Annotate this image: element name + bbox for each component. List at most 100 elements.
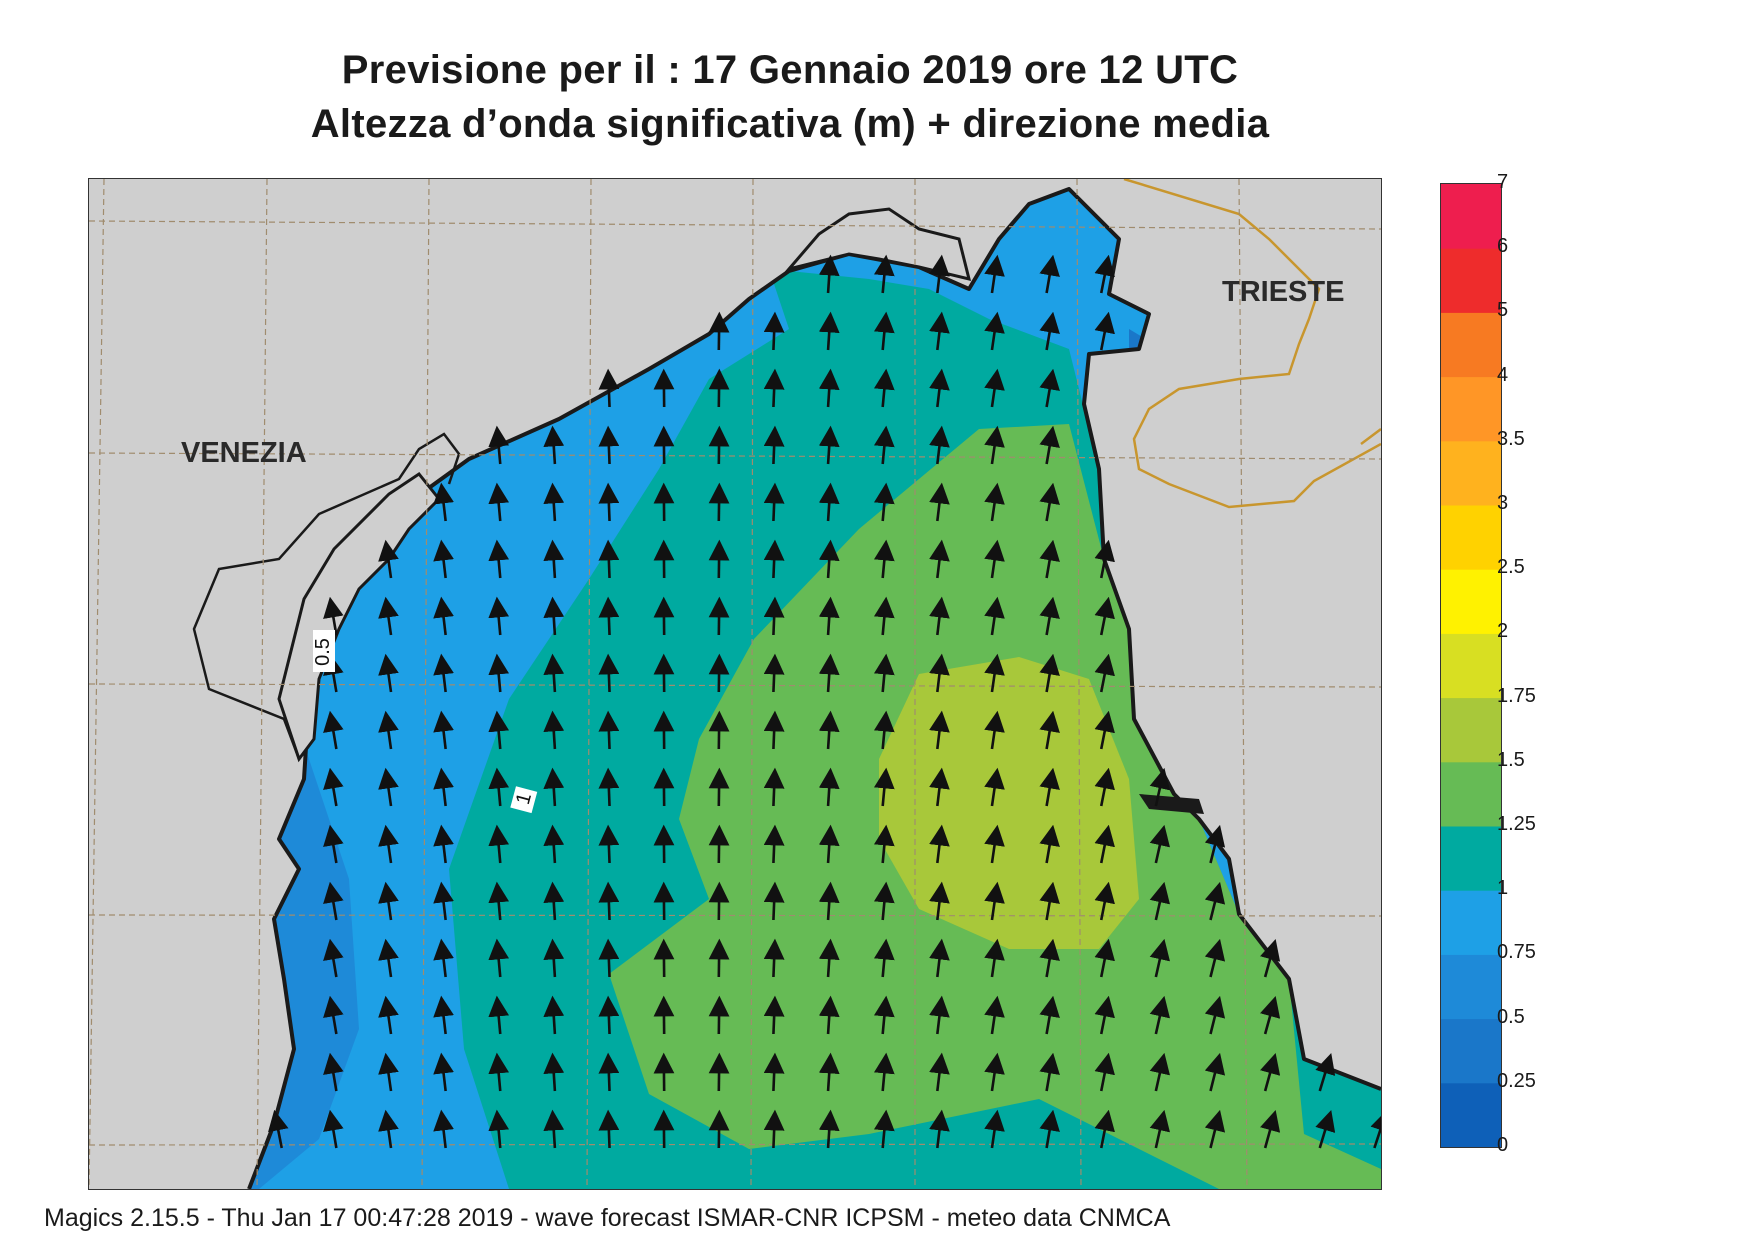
direction-arrow bbox=[1260, 995, 1281, 1035]
direction-arrow bbox=[1039, 425, 1060, 465]
direction-arrow bbox=[984, 425, 1005, 465]
direction-arrow bbox=[488, 482, 510, 522]
direction-arrow bbox=[984, 311, 1005, 351]
direction-arrow bbox=[323, 1052, 344, 1092]
direction-arrow bbox=[818, 596, 840, 636]
direction-arrow bbox=[1204, 824, 1226, 864]
direction-arrow bbox=[929, 368, 950, 408]
direction-arrow bbox=[929, 881, 950, 921]
direction-arrow bbox=[433, 881, 454, 921]
direction-arrow bbox=[873, 767, 895, 807]
colorbar-tick-label: 0.75 bbox=[1497, 941, 1536, 964]
direction-arrow bbox=[378, 539, 399, 579]
direction-arrow bbox=[488, 425, 510, 465]
direction-arrow bbox=[1039, 539, 1060, 579]
direction-arrow bbox=[1204, 938, 1226, 978]
direction-arrow bbox=[323, 710, 344, 750]
direction-arrow bbox=[488, 1109, 510, 1149]
direction-arrow bbox=[598, 482, 620, 522]
colorbar-segment bbox=[1441, 184, 1501, 249]
direction-arrow bbox=[984, 824, 1005, 864]
direction-arrow bbox=[873, 482, 895, 522]
direction-arrow bbox=[598, 995, 620, 1035]
city-label-trieste: TRIESTE bbox=[1222, 276, 1344, 308]
direction-arrow bbox=[433, 938, 454, 978]
direction-arrow bbox=[818, 311, 840, 351]
svg-text:1: 1 bbox=[512, 791, 536, 807]
direction-arrow bbox=[323, 824, 344, 864]
direction-arrow bbox=[818, 767, 840, 807]
direction-arrow bbox=[873, 710, 895, 750]
direction-arrow bbox=[929, 1052, 950, 1092]
colorbar-tick-label: 2.5 bbox=[1497, 556, 1525, 579]
direction-arrow bbox=[929, 995, 950, 1035]
colorbar-segment bbox=[1441, 761, 1501, 827]
direction-arrow bbox=[818, 539, 840, 579]
direction-arrow bbox=[488, 653, 510, 693]
direction-arrow bbox=[1149, 1052, 1171, 1092]
direction-arrow bbox=[763, 767, 785, 807]
direction-arrow bbox=[543, 482, 565, 522]
colorbar-tick-label: 1.75 bbox=[1497, 684, 1536, 707]
direction-arrow bbox=[378, 1109, 399, 1149]
direction-arrow bbox=[873, 368, 895, 408]
direction-arrow bbox=[1094, 1109, 1115, 1149]
direction-arrow bbox=[598, 539, 620, 579]
colorbar-tick-label: 0.5 bbox=[1497, 1005, 1525, 1028]
direction-arrow bbox=[488, 824, 510, 864]
direction-arrow bbox=[543, 1052, 565, 1092]
colorbar-segment bbox=[1441, 697, 1501, 763]
colorbar-segment bbox=[1441, 248, 1501, 313]
direction-arrow bbox=[763, 881, 785, 921]
direction-arrow bbox=[1260, 1109, 1281, 1149]
svg-text:0.5: 0.5 bbox=[312, 638, 334, 666]
direction-arrow bbox=[873, 995, 895, 1035]
direction-arrow bbox=[873, 596, 895, 636]
river-spit bbox=[1139, 794, 1204, 814]
direction-arrow bbox=[984, 995, 1005, 1035]
direction-arrow bbox=[1204, 1109, 1226, 1149]
direction-arrow bbox=[488, 539, 510, 579]
direction-arrow bbox=[873, 539, 895, 579]
direction-arrow bbox=[929, 824, 950, 864]
direction-arrow bbox=[818, 425, 840, 465]
colorbar-tick-label: 3.5 bbox=[1497, 427, 1525, 450]
direction-arrow bbox=[929, 1109, 950, 1149]
direction-arrow bbox=[598, 710, 620, 750]
direction-arrow bbox=[433, 596, 454, 636]
direction-arrow bbox=[1039, 938, 1060, 978]
direction-arrow bbox=[873, 254, 895, 294]
direction-arrow bbox=[929, 539, 950, 579]
direction-arrow bbox=[873, 311, 895, 351]
direction-arrow bbox=[598, 881, 620, 921]
direction-arrow bbox=[1039, 482, 1060, 522]
direction-arrow bbox=[433, 767, 454, 807]
direction-arrow bbox=[1094, 767, 1115, 807]
colorbar-segment bbox=[1441, 569, 1501, 634]
direction-arrow bbox=[598, 653, 620, 693]
direction-arrow bbox=[1039, 710, 1060, 750]
direction-arrow bbox=[984, 539, 1005, 579]
colorbar-tick-label: 2 bbox=[1497, 620, 1509, 643]
direction-arrow bbox=[1039, 653, 1060, 693]
wave-height-map: VENEZIA TRIESTE 0.5 1 bbox=[88, 178, 1382, 1190]
direction-arrow bbox=[1039, 368, 1060, 408]
direction-arrow bbox=[818, 482, 840, 522]
direction-arrow bbox=[763, 368, 785, 408]
direction-arrow bbox=[818, 254, 840, 294]
city-label-venezia: VENEZIA bbox=[181, 437, 307, 469]
wave-direction-arrows bbox=[268, 254, 1381, 1149]
direction-arrow bbox=[1039, 995, 1060, 1035]
direction-arrow bbox=[929, 311, 950, 351]
direction-arrow bbox=[873, 653, 895, 693]
direction-arrow bbox=[323, 1109, 344, 1149]
direction-arrow bbox=[763, 311, 785, 351]
direction-arrow bbox=[1149, 1109, 1171, 1149]
colorbar-segment bbox=[1441, 505, 1501, 570]
direction-arrow bbox=[763, 824, 785, 864]
direction-arrow bbox=[598, 767, 620, 807]
direction-arrow bbox=[763, 1109, 785, 1149]
direction-arrow bbox=[543, 653, 565, 693]
direction-arrow bbox=[378, 1052, 399, 1092]
title-line-2: Altezza d’onda significativa (m) + direz… bbox=[310, 102, 1270, 146]
